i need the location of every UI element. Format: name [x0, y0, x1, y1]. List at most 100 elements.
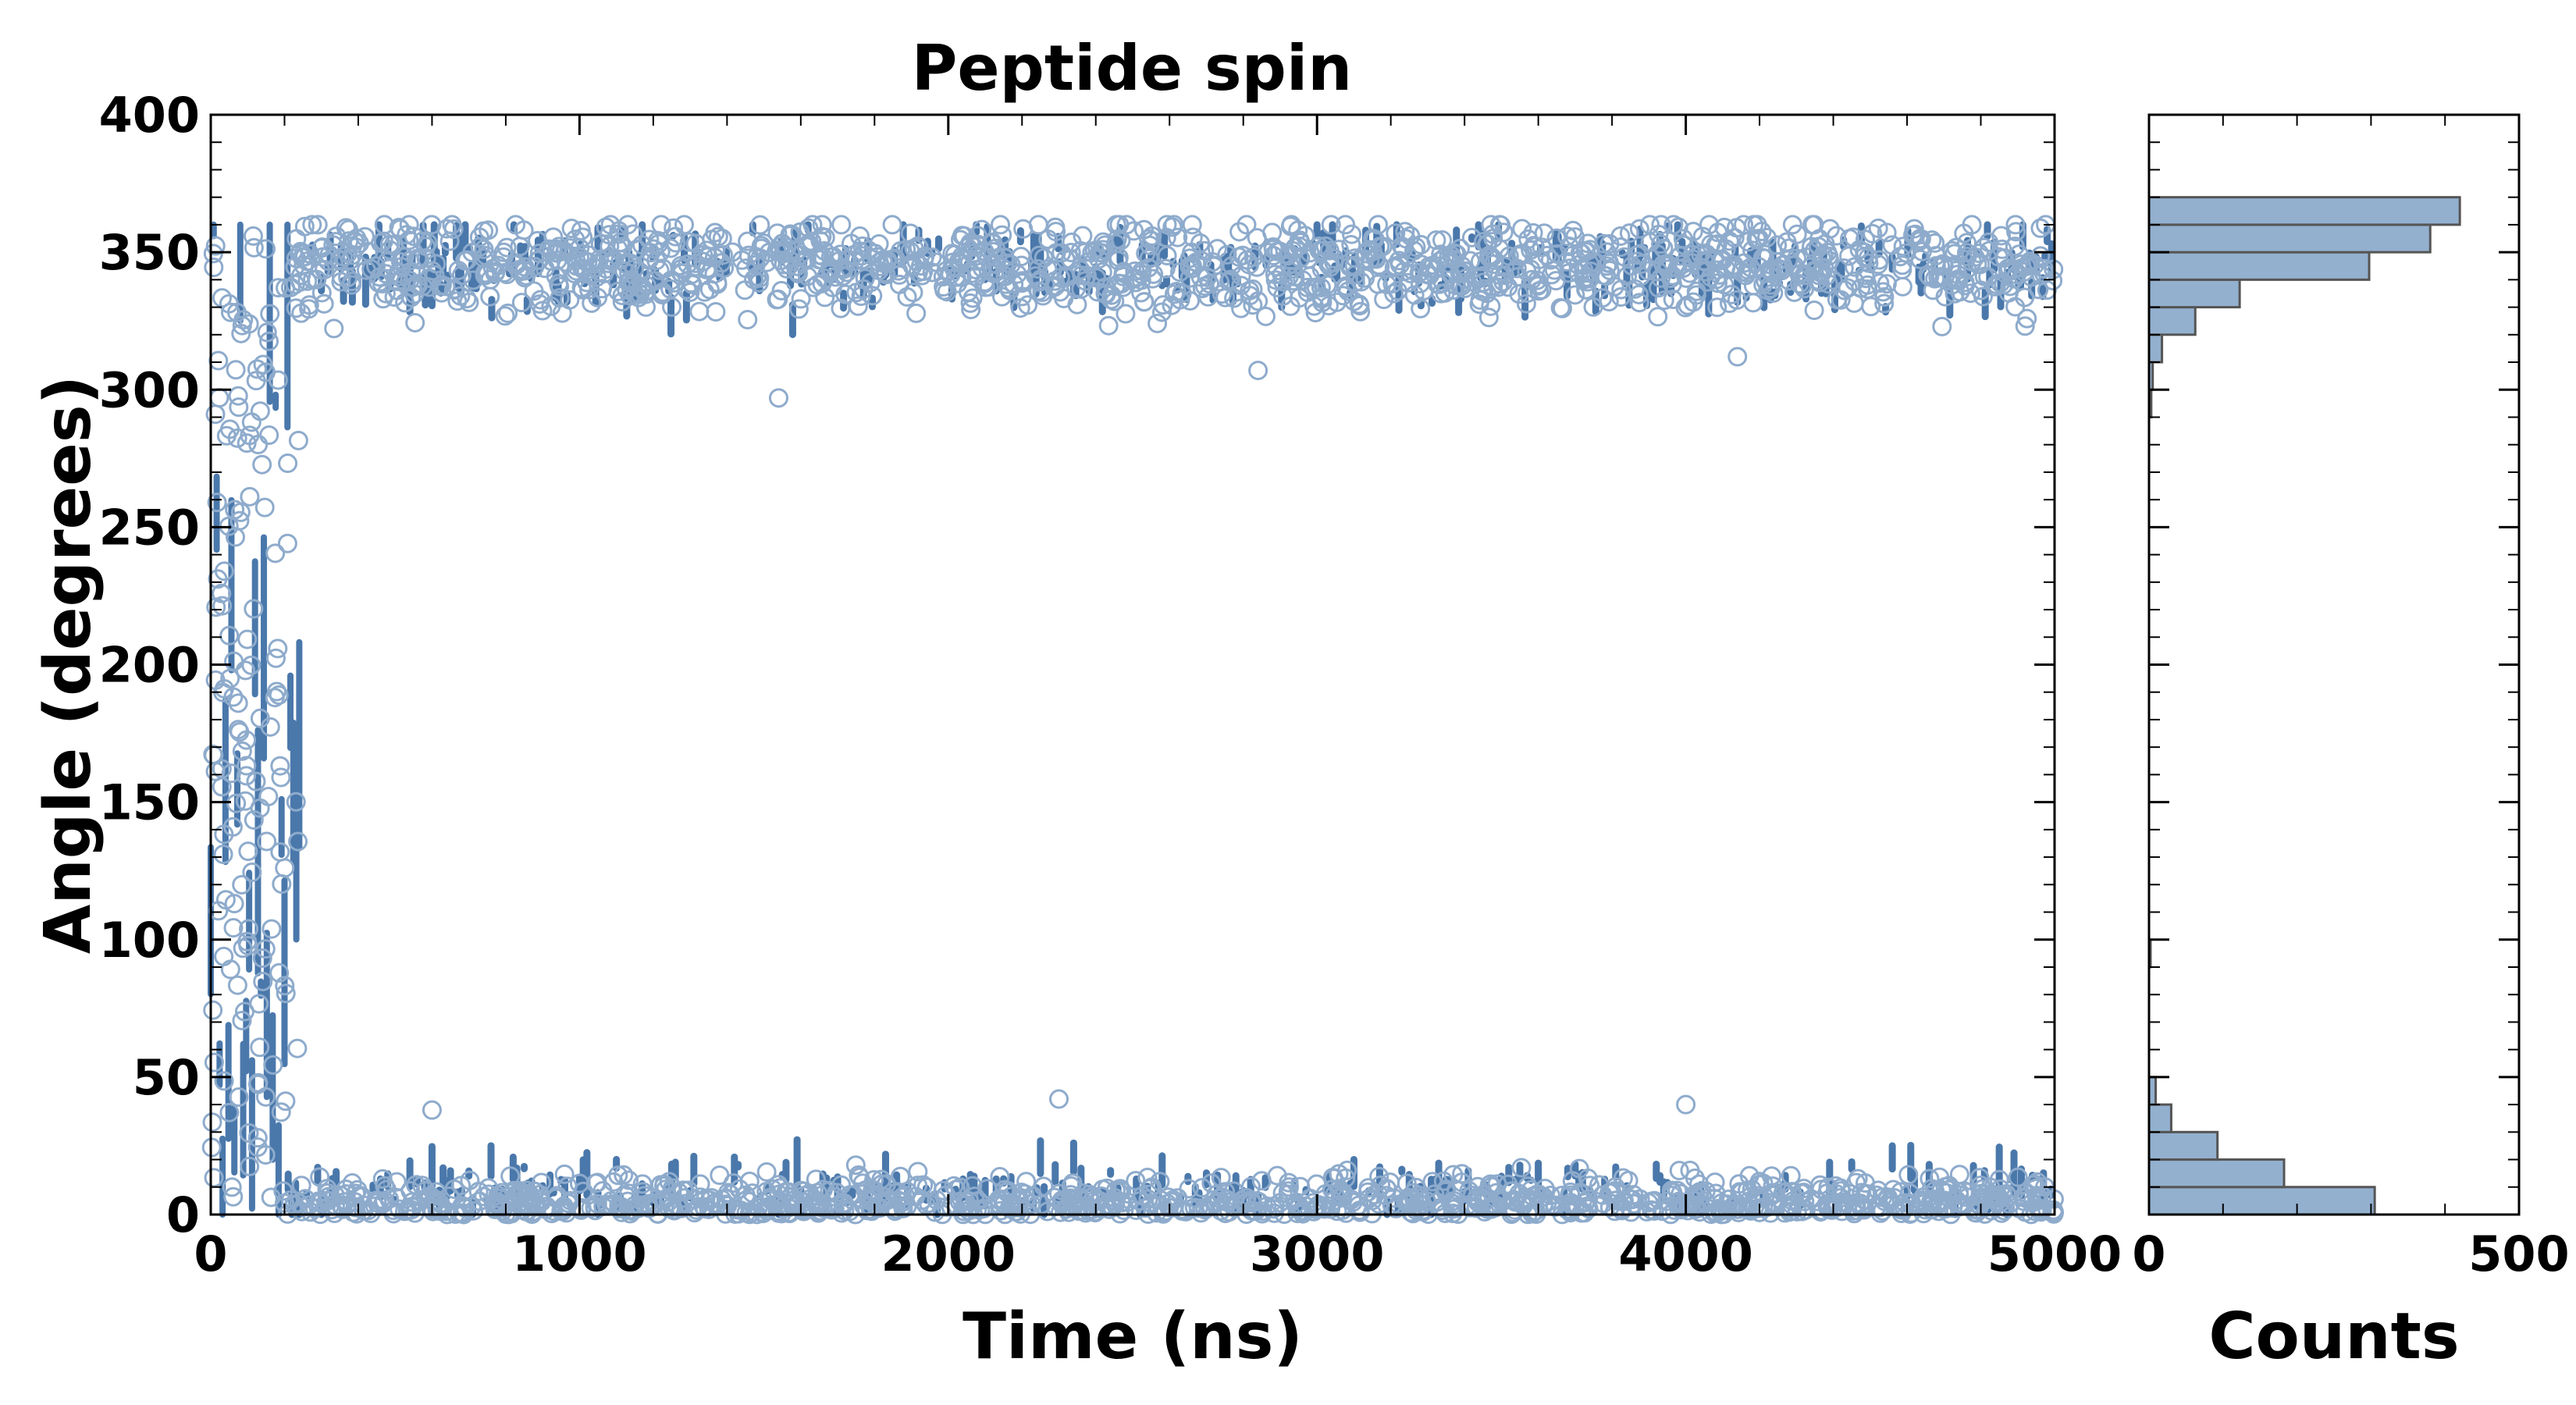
transition-point	[232, 1010, 252, 1030]
transition-point	[275, 976, 295, 996]
transition-point	[255, 239, 276, 259]
upper-state-point	[356, 260, 376, 280]
upper-state-point	[1874, 293, 1895, 314]
upper-state-point	[1721, 284, 1742, 304]
upper-state-point	[903, 283, 923, 303]
upper-state-point	[1873, 282, 1893, 302]
lower-state-point	[1332, 1187, 1352, 1208]
lower-state-point	[845, 1155, 866, 1176]
upper-state-point	[1134, 292, 1155, 312]
transition-point	[213, 845, 233, 865]
transition-point	[240, 486, 260, 507]
upper-state-point	[1493, 272, 1514, 292]
upper-state-point	[1336, 215, 1356, 235]
lower-state-point	[1884, 1188, 1905, 1208]
lower-state-point	[1064, 1194, 1084, 1215]
upper-state-point	[660, 279, 681, 299]
upper-state-point	[1583, 297, 1603, 317]
transition-point	[219, 625, 240, 646]
lower-state-point	[628, 1197, 649, 1218]
lower-state-point	[1622, 1190, 1642, 1210]
transition-point	[252, 454, 272, 475]
transition-point	[249, 994, 269, 1014]
lower-state-point	[1669, 1161, 1689, 1181]
transition-point	[244, 237, 264, 258]
upper-state-point	[1470, 251, 1490, 272]
upper-state-point	[1272, 265, 1292, 285]
lower-state-point	[729, 1179, 749, 1199]
transition-point	[237, 766, 257, 786]
transition-point	[214, 1071, 234, 1091]
lower-state-point	[1503, 1203, 1524, 1223]
transition-point	[250, 708, 270, 728]
lower-state-point	[1190, 1203, 1211, 1223]
upper-state-point	[475, 245, 496, 265]
lower-state-point	[325, 1185, 345, 1205]
upper-state-point	[1231, 298, 1251, 318]
lower-state-point	[1110, 1179, 1130, 1199]
upper-state-point	[1971, 280, 1991, 301]
transition-point	[214, 678, 234, 699]
upper-state-point	[1255, 306, 1276, 326]
transition-point	[220, 959, 240, 980]
upper-state-point	[590, 234, 610, 254]
upper-state-point	[961, 234, 981, 254]
lower-state-point	[1990, 1179, 2010, 1199]
upper-state-point	[1628, 284, 1649, 304]
upper-state-point	[1537, 245, 1557, 265]
lower-state-point	[386, 1172, 407, 1192]
transition-point	[203, 244, 223, 264]
upper-state-point	[1318, 296, 1339, 316]
lower-state-point	[735, 1185, 756, 1205]
upper-state-point	[447, 291, 468, 311]
upper-state-point	[1896, 243, 1916, 263]
upper-state-point	[1338, 281, 1358, 301]
histogram-axis-ticks: 0 500	[2132, 113, 2570, 1282]
lower-state-point	[1920, 1168, 1940, 1189]
upper-state-point	[1648, 261, 1668, 282]
upper-state-point	[649, 260, 670, 280]
upper-state-point	[833, 258, 853, 278]
transition-point	[288, 430, 308, 450]
upper-state-point	[1212, 284, 1233, 304]
upper-state-point	[1521, 269, 1542, 290]
lower-state-point	[1925, 1181, 1945, 1201]
lower-state-point	[1781, 1165, 1801, 1186]
y-tick-label: 0	[166, 1186, 200, 1243]
lower-state-point	[1630, 1189, 1650, 1209]
y-tick-label: 200	[99, 637, 200, 694]
upper-state-point	[412, 276, 432, 297]
lower-state-point	[1511, 1158, 1532, 1178]
lower-state-point	[1840, 1183, 1860, 1204]
lower-state-point	[1192, 1178, 1212, 1198]
lower-state-point	[1479, 1175, 1500, 1195]
upper-state-point	[1912, 241, 1932, 261]
upper-state-point	[1706, 234, 1726, 254]
lower-state-point	[1304, 1201, 1324, 1222]
lower-state-point	[2013, 1187, 2033, 1208]
lower-state-point	[1739, 1165, 1759, 1186]
upper-state-point	[1944, 244, 1965, 264]
transition-point	[250, 798, 270, 818]
upper-state-point	[1429, 274, 1450, 294]
lower-state-point	[1934, 1199, 1955, 1219]
transition-point	[222, 816, 243, 837]
upper-state-point	[1111, 230, 1131, 251]
transition-point	[207, 493, 227, 513]
upper-state-point	[1998, 283, 2019, 303]
upper-state-point	[607, 238, 628, 258]
upper-state-point	[1956, 233, 1976, 253]
upper-state-point	[792, 252, 813, 272]
upper-state-point	[326, 232, 346, 252]
y-tick-label: 50	[133, 1049, 200, 1106]
upper-state-point	[1979, 232, 1999, 252]
lower-state-point	[949, 1191, 970, 1211]
upper-state-point	[1695, 252, 1716, 272]
lower-state-point	[1137, 1168, 1158, 1188]
lower-state-point	[1560, 1199, 1580, 1219]
upper-state-point	[1098, 315, 1119, 336]
upper-state-point	[1113, 266, 1133, 286]
upper-state-point	[1350, 301, 1371, 322]
lower-state-point	[653, 1190, 674, 1211]
upper-state-point	[1920, 267, 1940, 287]
